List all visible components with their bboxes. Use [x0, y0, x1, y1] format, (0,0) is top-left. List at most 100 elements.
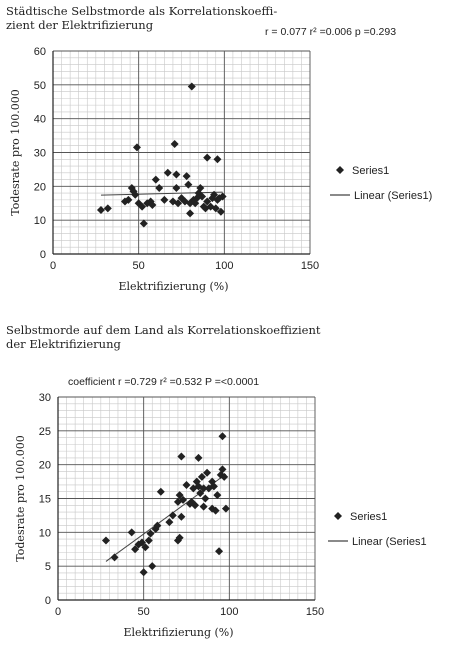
data-point [153, 521, 162, 530]
chart1-urban-scatter: 0 50 100 150 0 10 20 30 40 50 60 Elektrifizierung (… [9, 46, 432, 293]
chart2-title-line1: Selbstmorde auf dem Land als Korrelation… [6, 323, 321, 337]
x-axis-title: Elektrifizierung (%) [123, 626, 233, 639]
data-point [196, 184, 205, 193]
chart1-stats: r = 0.077 r² =0.006 p =0.293 [265, 26, 397, 38]
data-point [132, 143, 141, 152]
data-point [120, 197, 129, 206]
chart1-title: Städtische Selbstmorde als Korrelationsk… [6, 4, 277, 32]
data-point [177, 452, 186, 461]
data-point [196, 489, 205, 498]
data-point [160, 195, 169, 204]
chart2-title: Selbstmorde auf dem Land als Korrelation… [6, 323, 321, 351]
y-tick-label: 40 [34, 114, 46, 126]
y-tick-label: 30 [34, 148, 46, 160]
data-point [151, 175, 160, 184]
data-point [139, 568, 148, 577]
data-point [103, 204, 112, 213]
x-tick-label: 150 [301, 260, 319, 272]
data-point [208, 504, 217, 513]
data-point [218, 192, 227, 201]
data-point [144, 536, 153, 545]
data-point [209, 482, 218, 491]
data-point [182, 480, 191, 489]
data-point [216, 207, 225, 216]
data-point [201, 494, 210, 503]
legend-label-linear: Linear (Series1 [352, 536, 427, 548]
data-point [170, 140, 179, 149]
chart1-title-line1: Städtische Selbstmorde als Korrelationsk… [6, 4, 278, 18]
trendline [100, 191, 223, 196]
y-tick-label: 25 [39, 426, 51, 438]
y-axis-title: Todesrate pro 100.000 [9, 89, 22, 215]
y-tick-label: 20 [34, 181, 46, 193]
data-point [163, 168, 172, 177]
data-point [174, 199, 183, 208]
data-point [148, 562, 157, 571]
data-point [203, 197, 212, 206]
data-point [215, 547, 224, 556]
chart1-title-line2: zient der Elektrifizierung [6, 18, 154, 32]
data-point [197, 472, 206, 481]
data-point [172, 170, 181, 179]
data-point [172, 184, 181, 193]
data-point [146, 529, 155, 538]
data-point [148, 200, 157, 209]
y-axis-title: Todesrate pro 100.000 [14, 435, 27, 561]
y-tick-label: 0 [45, 595, 51, 607]
y-tick-label: 30 [39, 392, 51, 404]
y-tick-label: 60 [34, 46, 46, 58]
data-point [141, 543, 150, 552]
data-point [168, 511, 177, 520]
data-point [179, 495, 188, 504]
data-point [194, 453, 203, 462]
data-point [187, 82, 196, 91]
data-point [110, 553, 119, 562]
data-point [210, 190, 219, 199]
data-point [184, 180, 193, 189]
x-axis-title: Elektrifizierung (%) [118, 280, 228, 293]
data-point [155, 184, 164, 193]
data-point [131, 545, 140, 554]
data-point [177, 512, 186, 521]
data-point [175, 533, 184, 542]
data-point [124, 195, 133, 204]
data-point [211, 506, 220, 515]
chart2-title-line2: der Elektrifizierung [6, 337, 121, 351]
legend-label-linear: Linear (Series1) [354, 190, 432, 202]
legend-marker-series1 [336, 166, 344, 174]
data-point [186, 209, 195, 218]
y-tick-label: 15 [39, 494, 51, 506]
data-point [138, 202, 147, 211]
x-tick-label: 150 [306, 606, 324, 618]
data-point [127, 528, 136, 537]
x-tick-label: 100 [215, 260, 233, 272]
y-tick-label: 50 [34, 80, 46, 92]
data-point [139, 219, 148, 228]
y-tick-label: 0 [40, 249, 46, 261]
data-point [203, 468, 212, 477]
x-tick-label: 0 [55, 606, 61, 618]
data-point [211, 204, 220, 213]
legend-label-series1: Series1 [352, 165, 389, 177]
data-point [131, 190, 140, 199]
x-tick-label: 0 [50, 260, 56, 272]
legend-label-series1: Series1 [350, 511, 387, 523]
data-point [175, 491, 184, 500]
data-point [191, 501, 200, 510]
data-point [101, 536, 110, 545]
x-tick-label: 50 [138, 606, 150, 618]
data-point [203, 153, 212, 162]
data-point [220, 472, 229, 481]
data-point [199, 484, 208, 493]
y-tick-label: 20 [39, 460, 51, 472]
data-point [218, 465, 227, 474]
data-point [165, 518, 174, 527]
y-tick-label: 10 [34, 215, 46, 227]
data-point [199, 502, 208, 511]
data-point [182, 172, 191, 181]
data-point [213, 155, 222, 164]
x-tick-label: 50 [133, 260, 145, 272]
data-point [213, 491, 222, 500]
x-tick-label: 100 [220, 606, 238, 618]
